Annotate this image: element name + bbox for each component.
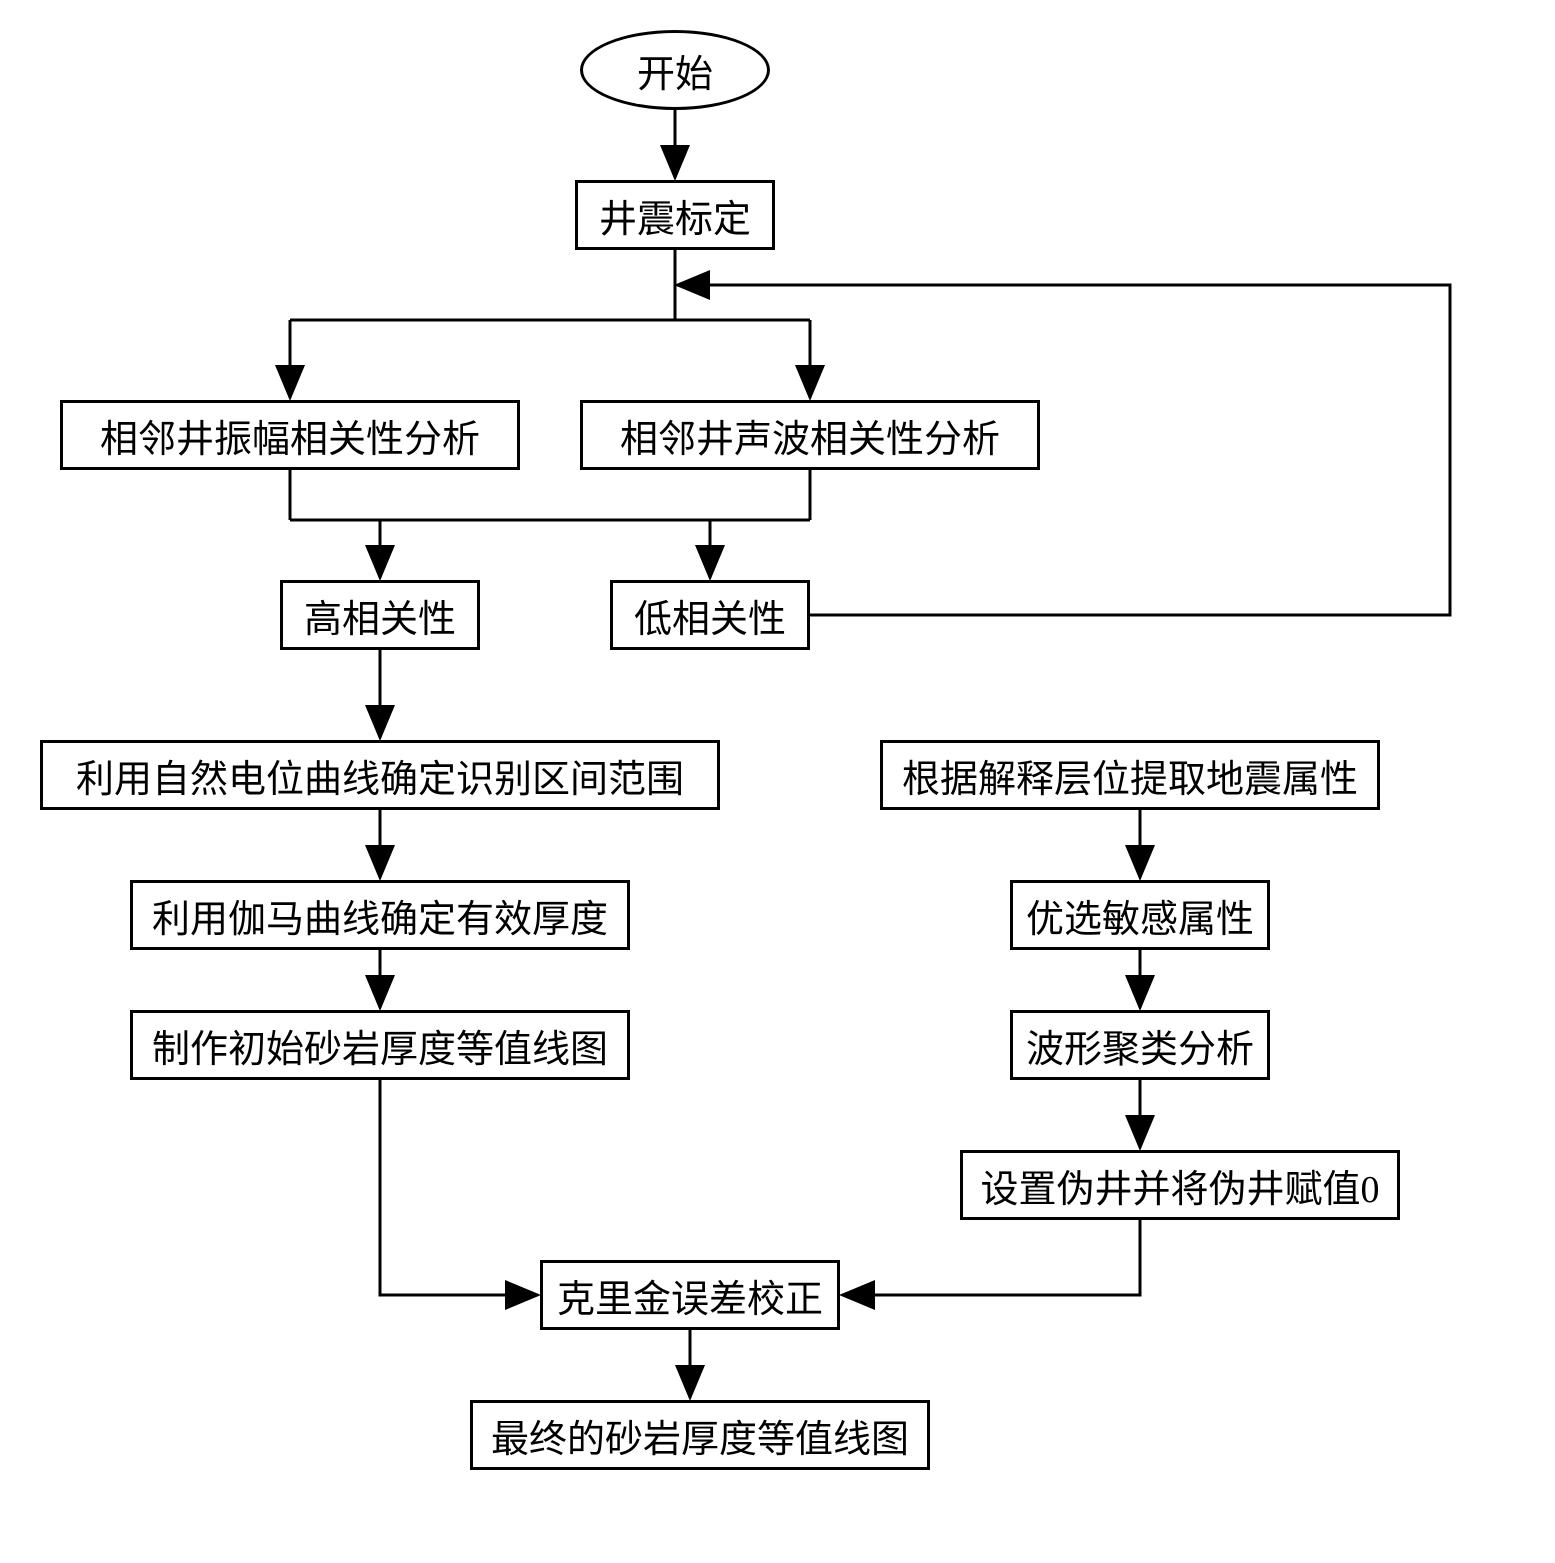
final-map-label: 最终的砂岩厚度等值线图 bbox=[491, 1408, 909, 1463]
start-label: 开始 bbox=[637, 43, 713, 98]
cluster-node: 波形聚类分析 bbox=[1010, 1010, 1270, 1080]
calibrate-node: 井震标定 bbox=[575, 180, 775, 250]
sonic-corr-node: 相邻井声波相关性分析 bbox=[580, 400, 1040, 470]
pseudo-well-label: 设置伪井并将伪井赋值0 bbox=[980, 1158, 1379, 1213]
gr-thick-label: 利用伽马曲线确定有效厚度 bbox=[152, 888, 608, 943]
extract-attr-node: 根据解释层位提取地震属性 bbox=[880, 740, 1380, 810]
select-attr-node: 优选敏感属性 bbox=[1010, 880, 1270, 950]
gr-thick-node: 利用伽马曲线确定有效厚度 bbox=[130, 880, 630, 950]
cluster-label: 波形聚类分析 bbox=[1026, 1018, 1254, 1073]
low-corr-label: 低相关性 bbox=[634, 588, 786, 643]
high-corr-node: 高相关性 bbox=[280, 580, 480, 650]
init-map-node: 制作初始砂岩厚度等值线图 bbox=[130, 1010, 630, 1080]
sonic-corr-label: 相邻井声波相关性分析 bbox=[620, 408, 1000, 463]
final-map-node: 最终的砂岩厚度等值线图 bbox=[470, 1400, 930, 1470]
init-map-label: 制作初始砂岩厚度等值线图 bbox=[152, 1018, 608, 1073]
sp-range-label: 利用自然电位曲线确定识别区间范围 bbox=[76, 748, 684, 803]
pseudo-well-node: 设置伪井并将伪井赋值0 bbox=[960, 1150, 1400, 1220]
kriging-label: 克里金误差校正 bbox=[557, 1268, 823, 1323]
extract-attr-label: 根据解释层位提取地震属性 bbox=[902, 748, 1358, 803]
low-corr-node: 低相关性 bbox=[610, 580, 810, 650]
sp-range-node: 利用自然电位曲线确定识别区间范围 bbox=[40, 740, 720, 810]
select-attr-label: 优选敏感属性 bbox=[1026, 888, 1254, 943]
amp-corr-node: 相邻井振幅相关性分析 bbox=[60, 400, 520, 470]
calibrate-label: 井震标定 bbox=[599, 188, 751, 243]
amp-corr-label: 相邻井振幅相关性分析 bbox=[100, 408, 480, 463]
kriging-node: 克里金误差校正 bbox=[540, 1260, 840, 1330]
high-corr-label: 高相关性 bbox=[304, 588, 456, 643]
start-node: 开始 bbox=[580, 30, 770, 110]
